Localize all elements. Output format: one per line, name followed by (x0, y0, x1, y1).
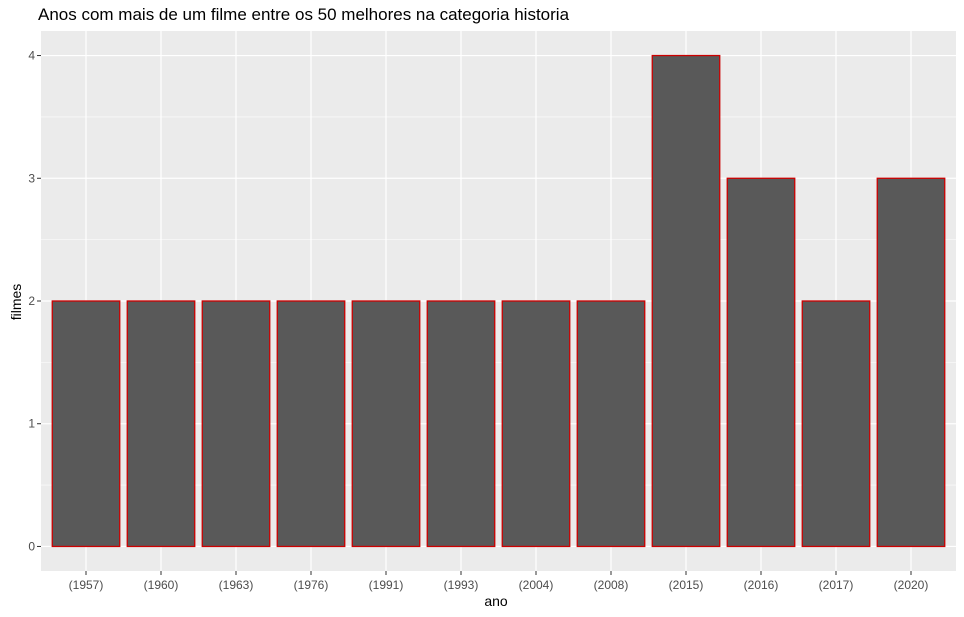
bar (726, 177, 796, 548)
y-tick-label: 2 (28, 294, 35, 308)
bar (351, 300, 421, 548)
bar (201, 300, 271, 548)
x-tick-label: (1976) (294, 578, 329, 592)
bar (426, 300, 496, 548)
y-tick-label: 3 (28, 171, 35, 185)
bar (501, 300, 571, 548)
y-tick-label: 0 (28, 539, 35, 553)
y-axis-title: filmes (8, 283, 24, 321)
x-tick-label: (2004) (519, 578, 554, 592)
x-tick-label: (2016) (744, 578, 779, 592)
x-tick-label: (1960) (144, 578, 179, 592)
x-tick-label: (1991) (369, 578, 404, 592)
x-tick-label: (1957) (69, 578, 104, 592)
bar (126, 300, 196, 548)
x-tick-label: (1993) (444, 578, 479, 592)
bar (276, 300, 346, 548)
x-tick-label: (2017) (819, 578, 854, 592)
bar (801, 300, 871, 548)
bar (876, 177, 946, 548)
x-axis-title: ano (484, 593, 508, 609)
bar (651, 54, 721, 548)
x-tick-label: (2008) (594, 578, 629, 592)
x-tick-label: (1963) (219, 578, 254, 592)
y-tick-label: 4 (28, 49, 35, 63)
bar (576, 300, 646, 548)
bar (51, 300, 121, 548)
x-tick-label: (2015) (669, 578, 704, 592)
x-tick-label: (2020) (894, 578, 929, 592)
y-tick-label: 1 (28, 417, 35, 431)
chart-title: Anos com mais de um filme entre os 50 me… (38, 5, 570, 24)
